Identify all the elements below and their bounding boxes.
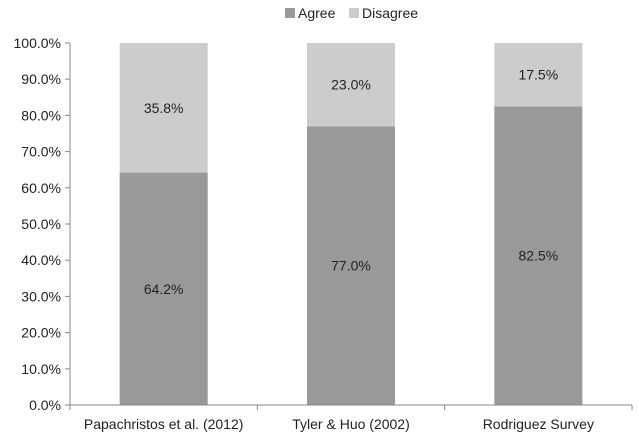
y-tick-label: 70.0% [21, 144, 61, 160]
x-tick-label: Papachristos et al. (2012) [84, 416, 244, 432]
legend-label: Disagree [362, 5, 418, 21]
bar-segment-disagree [307, 43, 395, 127]
x-axis: Papachristos et al. (2012) Tyler & Huo (2… [69, 404, 633, 432]
y-tick-label: 20.0% [21, 325, 61, 341]
data-label: 82.5% [518, 248, 558, 264]
data-label: 17.5% [518, 67, 558, 83]
x-tick-label: Tyler & Huo (2002) [292, 416, 410, 432]
bar-segment-agree [119, 172, 208, 405]
bar-segment-disagree [119, 43, 208, 173]
y-tick-label: 10.0% [21, 361, 61, 377]
bar-segment-agree [307, 126, 395, 405]
legend-swatch-disagree [349, 8, 359, 18]
chart-legend: Agree Disagree [285, 5, 418, 21]
y-tick-label: 50.0% [21, 216, 61, 232]
y-tick-label: 60.0% [21, 180, 61, 196]
y-tick-label: 100.0% [14, 35, 61, 51]
bar-segment-agree [494, 106, 583, 405]
bar-segment-disagree [494, 43, 583, 107]
data-label: 64.2% [144, 281, 184, 297]
y-tick-label: 90.0% [21, 71, 61, 87]
y-tick-label: 30.0% [21, 288, 61, 304]
legend-swatch-agree [285, 8, 295, 18]
y-tick-label: 40.0% [21, 252, 61, 268]
y-tick-label: 80.0% [21, 107, 61, 123]
y-axis: 0.0% 10.0% 20.0% 30.0% 40.0% 50.0% 60.0% 70.0% 8… [14, 35, 71, 413]
legend-label: Agree [298, 5, 336, 21]
data-label: 23.0% [331, 77, 371, 93]
y-tick-label: 0.0% [29, 397, 61, 413]
data-label: 35.8% [144, 100, 184, 116]
plot-area: 64.2% 35.8% 77.0% 23.0% 82.5% 17.5% [119, 43, 583, 405]
x-tick-label: Rodriguez Survey [483, 416, 594, 432]
data-label: 77.0% [331, 258, 371, 274]
